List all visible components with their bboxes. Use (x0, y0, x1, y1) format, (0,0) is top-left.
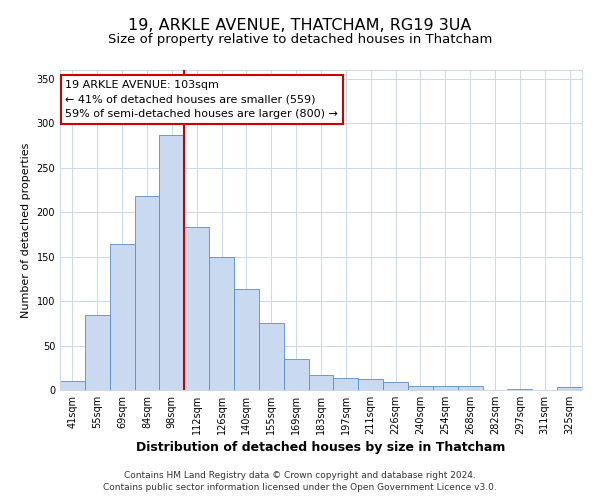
Bar (458, 386, 482, 390)
Bar (433, 386, 458, 390)
Bar (408, 386, 433, 390)
Bar (184, 228, 209, 390)
Bar (557, 388, 582, 390)
Bar (110, 244, 134, 390)
Bar (85, 316, 110, 390)
Text: Contains HM Land Registry data © Crown copyright and database right 2024.: Contains HM Land Registry data © Crown c… (124, 471, 476, 480)
X-axis label: Distribution of detached houses by size in Thatcham: Distribution of detached houses by size … (136, 441, 506, 454)
Bar (259, 324, 284, 390)
Bar (383, 382, 408, 390)
Text: 19 ARKLE AVENUE: 103sqm
← 41% of detached houses are smaller (559)
59% of semi-d: 19 ARKLE AVENUE: 103sqm ← 41% of detache… (65, 80, 338, 119)
Text: Contains public sector information licensed under the Open Government Licence v3: Contains public sector information licen… (103, 484, 497, 492)
Bar (308, 375, 334, 390)
Bar (508, 389, 532, 390)
Bar (209, 256, 234, 390)
Bar (234, 288, 259, 390)
Text: Size of property relative to detached houses in Thatcham: Size of property relative to detached ho… (108, 32, 492, 46)
Y-axis label: Number of detached properties: Number of detached properties (21, 142, 31, 318)
Bar (358, 380, 383, 390)
Text: 19, ARKLE AVENUE, THATCHAM, RG19 3UA: 19, ARKLE AVENUE, THATCHAM, RG19 3UA (128, 18, 472, 32)
Bar (334, 378, 358, 390)
Bar (134, 196, 160, 390)
Bar (60, 381, 85, 390)
Bar (160, 135, 184, 390)
Bar (284, 359, 308, 390)
